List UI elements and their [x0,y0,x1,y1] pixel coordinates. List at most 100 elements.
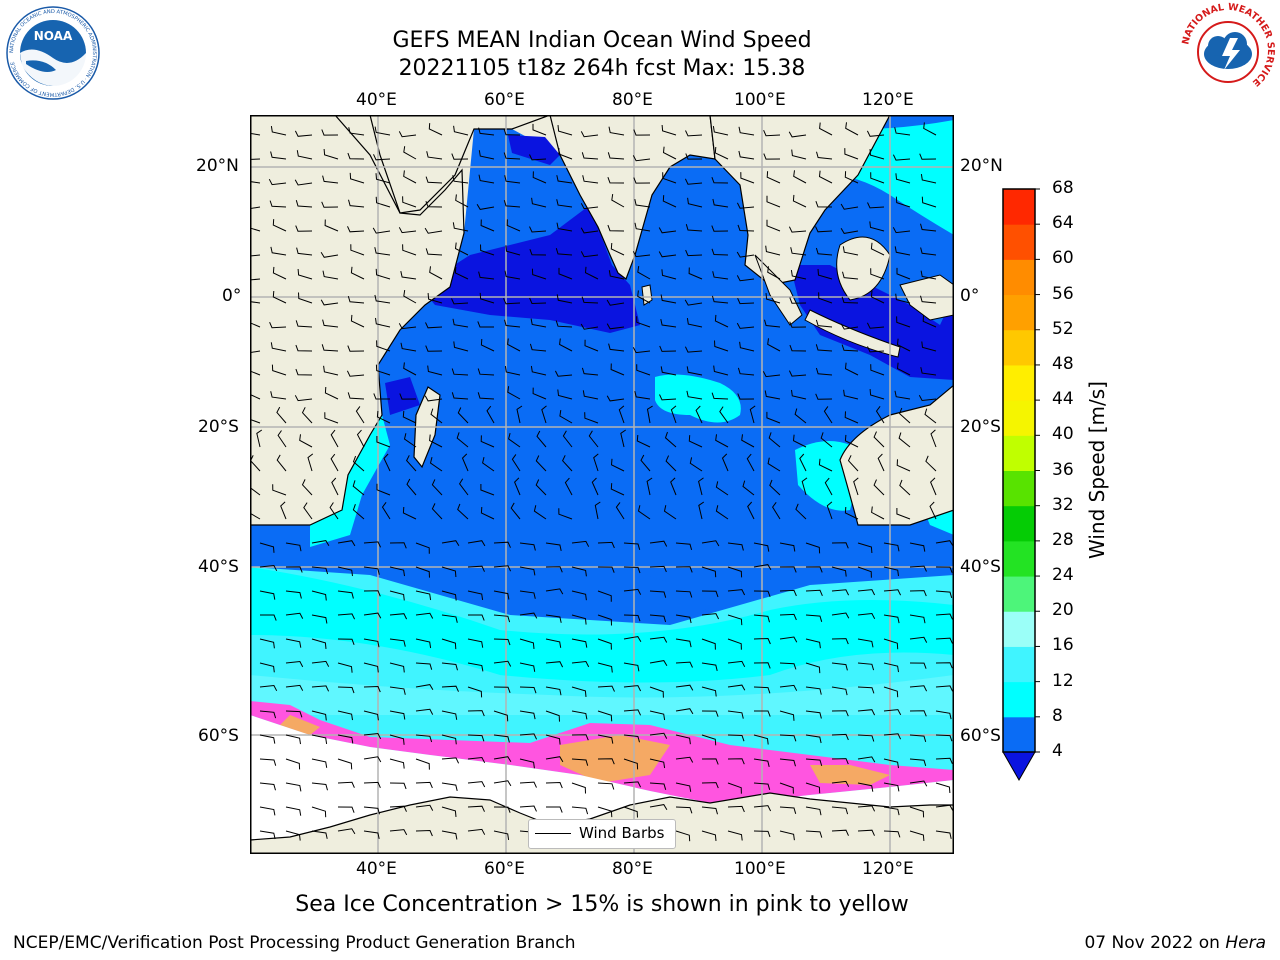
wind-barb [352,504,365,520]
colorbar-cell [1003,540,1035,577]
wind-barb [805,542,821,554]
wind-barb [883,709,902,716]
wind-barb [545,686,562,696]
wind-barb [930,477,937,496]
wind-barb [389,710,406,720]
wind-barb [801,477,808,496]
wind-barb [649,590,667,598]
colorbar-tick: 44 [1052,389,1074,410]
wind-barb [545,756,564,763]
wind-barb [920,367,937,376]
wind-barb [920,174,937,184]
wind-barb [376,410,391,424]
wind-barb [713,365,729,376]
wind-barb [714,314,729,328]
colorbar [1002,188,1040,782]
colorbar-cell [1003,224,1035,260]
wind-barb [250,206,261,210]
wind-barb [531,197,547,208]
wind-barb [649,758,666,769]
wind-barb [649,565,667,573]
wind-barb [921,196,937,208]
wind-barb [727,589,746,596]
wind-barb [403,362,417,376]
wind-barb [296,150,313,160]
wind-barb [753,564,772,570]
wind-barb [285,660,304,668]
wind-barb [546,806,563,813]
wind-barb [686,318,703,328]
wind-barb [607,152,625,160]
wind-barb [415,542,430,554]
wind-barb [311,830,328,839]
lon-tick-bottom-40e: 40°E [356,859,397,879]
wind-barb [451,298,469,305]
wind-barb [924,408,937,424]
wind-barb [765,245,781,256]
wind-barb [363,830,380,840]
footer-date: 07 Nov 2022 on Hera [1084,933,1266,953]
wind-barb [337,828,356,835]
wind-barb [909,662,927,669]
wind-barb [455,194,469,208]
wind-barb [892,227,911,234]
wind-barb [844,362,859,376]
wind-barb [272,219,287,232]
wind-barb [363,638,380,648]
wind-barb [580,131,599,138]
lat-tick-left-40s: 40°S [198,557,239,577]
wind-barb [402,506,417,520]
lat-tick-left-60s: 60°S [198,726,239,746]
wind-barb [844,434,859,448]
wind-barb [607,177,625,184]
wind-barb [557,125,573,136]
wind-barb [295,200,313,208]
wind-barb [322,270,339,280]
wind-barb [348,199,365,208]
wind-barb [571,758,589,766]
wind-barb [701,782,719,789]
wind-barbs-legend: Wind Barbs [528,819,676,849]
wind-barb [424,227,443,234]
wind-barb [831,829,849,836]
wind-barb [381,502,391,520]
lat-tick-right-20n: 20°N [960,156,1003,176]
wind-barb [701,590,719,598]
wind-barb [493,614,511,623]
wind-barb [427,365,443,376]
wind-barb [468,614,485,621]
wind-barb [285,612,304,619]
wind-barb [918,394,937,402]
wind-barb [415,612,434,619]
wind-barb [250,480,261,496]
wind-barb [714,146,729,160]
wind-barb [895,196,911,208]
legend-line-swatch [535,833,571,834]
wind-barb [894,127,911,136]
wind-barb [519,542,536,551]
wind-barb [400,342,417,352]
wind-barb [400,270,417,280]
wind-barb [606,395,625,402]
wind-barb [584,266,599,280]
wind-barb [337,566,353,577]
wind-barb [571,782,586,794]
wind-barb [493,734,510,743]
colorbar-cell [1003,364,1035,401]
wind-barb [646,477,653,496]
wind-barb [519,805,537,812]
wind-barb [646,405,653,424]
wind-barb [688,435,703,448]
wind-barb [935,590,953,599]
wind-barb [504,319,521,328]
wind-barb [321,344,339,352]
wind-barb [277,430,287,448]
wind-barb [431,503,443,520]
wind-barb [337,662,353,673]
wind-barb [779,566,797,573]
wind-barb [350,314,365,328]
wind-barb [608,270,625,280]
wind-barb [347,226,365,233]
wind-barb [831,806,849,815]
wind-barb [276,454,287,472]
